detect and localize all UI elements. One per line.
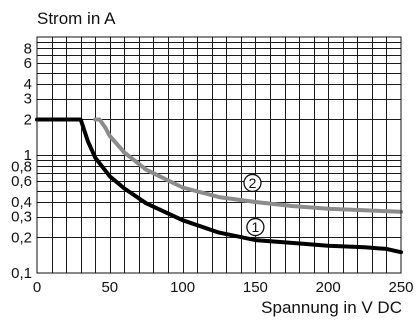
x-tick-label: 200 xyxy=(316,279,341,296)
y-tick-label: 0,3 xyxy=(11,209,32,226)
series-line-1 xyxy=(35,117,403,255)
y-tick-label: 6 xyxy=(24,55,32,72)
y-tick-label: 0,4 xyxy=(11,194,32,211)
y-tick-label: 0,8 xyxy=(11,158,32,175)
y-tick-label: 1 xyxy=(24,147,32,164)
x-tick-label: 150 xyxy=(243,279,268,296)
y-tick-label: 3 xyxy=(24,91,32,108)
y-tick-label: 2 xyxy=(24,111,32,128)
series-layer xyxy=(35,117,403,255)
y-tick-label: 0,1 xyxy=(11,265,32,282)
y-tick-label: 0,6 xyxy=(11,173,32,190)
plot-frame xyxy=(36,36,402,274)
curve-labels: 12 xyxy=(243,173,265,237)
curve-marker-label: 1 xyxy=(252,219,260,235)
grid xyxy=(37,37,401,273)
x-tick-label: 50 xyxy=(101,279,118,296)
curve-marker-circle xyxy=(246,217,265,237)
x-tick-label: 250 xyxy=(388,279,413,296)
x-axis-title: Spannung in V DC xyxy=(261,298,402,317)
y-tick-label: 0,2 xyxy=(11,229,32,246)
y-tick-label: 8 xyxy=(24,40,32,57)
x-tick-label: 100 xyxy=(170,279,195,296)
curve-marker-label: 2 xyxy=(249,175,257,191)
series-line-2 xyxy=(93,117,403,214)
y-axis-title: Strom in A xyxy=(37,9,116,28)
x-tick-label: 0 xyxy=(33,279,41,296)
curve-marker-circle xyxy=(243,173,262,193)
y-tick-label: 4 xyxy=(24,76,32,93)
